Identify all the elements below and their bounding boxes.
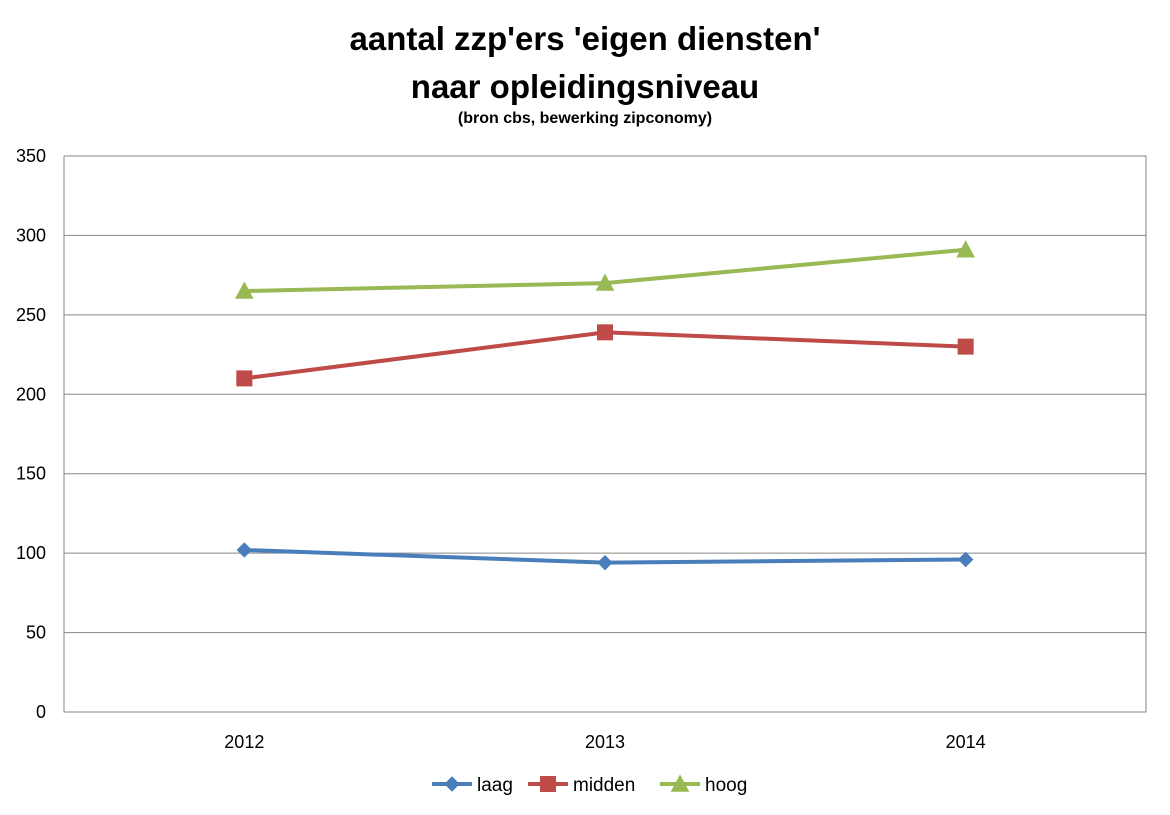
y-tick-label: 200 (16, 384, 46, 404)
y-tick-label: 250 (16, 305, 46, 325)
chart-title: aantal zzp'ers 'eigen diensten' (349, 20, 821, 57)
data-point-laag (957, 551, 974, 568)
data-point-hoog (595, 273, 615, 291)
y-tick-label: 300 (16, 225, 46, 245)
legend-label-hoog: hoog (705, 775, 747, 796)
legend-label-laag: laag (477, 775, 513, 796)
legend-marker-laag (444, 776, 460, 792)
data-point-hoog (956, 240, 976, 258)
plot-area (63, 155, 1147, 713)
data-point-hoog (234, 281, 254, 299)
chart-subtitle: (bron cbs, bewerking zipconomy) (457, 110, 713, 127)
y-tick-label: 50 (26, 623, 46, 643)
y-tick-label: 100 (16, 543, 46, 563)
y-tick-label: 350 (16, 146, 46, 166)
legend-label-midden: midden (573, 775, 635, 796)
data-point-midden (236, 370, 253, 387)
x-tick-label: 2014 (946, 732, 986, 752)
data-point-laag (597, 554, 613, 571)
data-point-midden (597, 324, 613, 341)
legend-marker-hoog (670, 774, 690, 792)
data-point-laag (236, 542, 253, 558)
y-tick-label: 150 (16, 464, 46, 484)
legend-marker-midden (540, 776, 556, 792)
chart-title-line2: naar opleidingsniveau (410, 68, 760, 105)
x-tick-label: 2012 (224, 732, 264, 752)
y-tick-label: 0 (36, 702, 46, 722)
x-tick-label: 2013 (585, 732, 625, 752)
data-point-midden (957, 338, 974, 355)
